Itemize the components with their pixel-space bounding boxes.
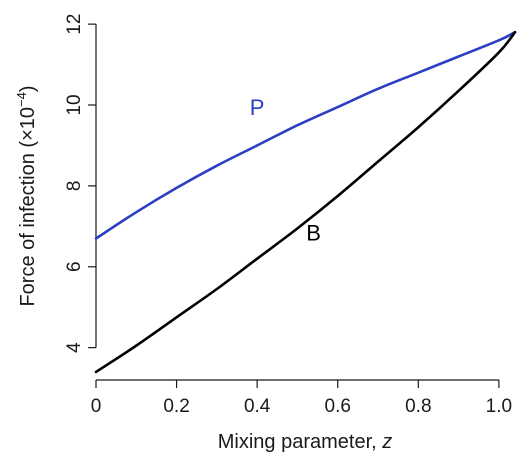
series-layer: PB	[94, 30, 517, 374]
y-tick-label: 8	[64, 181, 85, 192]
y-tick-label: 12	[64, 14, 85, 35]
x-ticks: 0 0.2 0.4 0.6 0.8 1.0	[91, 380, 512, 417]
x-axis-title-variable: z	[381, 431, 392, 453]
x-axis-title-text: Mixing parameter,	[218, 431, 377, 453]
x-tick-label: 1.0	[486, 396, 512, 417]
y-axis-title-close: )	[17, 85, 39, 92]
y-axis-title-text: Force of infection (×10	[17, 107, 39, 307]
x-axis-title: Mixing parameter, z	[218, 431, 393, 453]
series-label-b: B	[306, 220, 321, 245]
x-tick-label: 0.4	[244, 396, 271, 417]
y-ticks: 4 6 8 10 12	[64, 14, 96, 353]
series-line-p	[94, 30, 517, 240]
axes	[95, 24, 499, 381]
y-tick-label: 10	[64, 94, 85, 115]
x-tick-label: 0.6	[325, 396, 351, 417]
y-axis-title: Force of infection (×10−4)	[14, 85, 39, 306]
y-tick-label: 4	[64, 342, 85, 353]
x-tick-label: 0.8	[405, 396, 431, 417]
x-tick-label: 0.2	[163, 396, 189, 417]
series-label-p: P	[250, 95, 265, 120]
y-axis-title-exponent: −4	[14, 92, 29, 107]
y-tick-label: 6	[64, 261, 85, 272]
series-line-b	[94, 30, 517, 374]
x-tick-label: 0	[91, 396, 102, 417]
